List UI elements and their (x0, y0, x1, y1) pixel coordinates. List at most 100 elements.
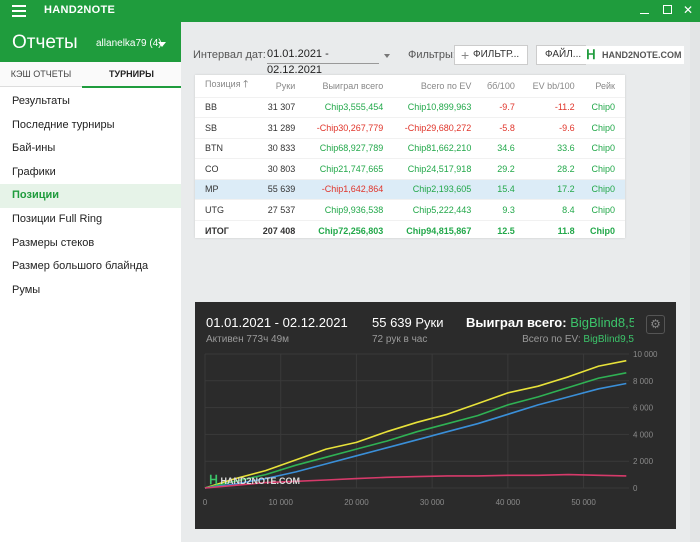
table-cell-evbb100: 11.8 (524, 219, 585, 241)
y-tick-label: 10 000 (633, 350, 658, 359)
table-cell-ev: -Chip29,680,272 (393, 117, 482, 138)
table-row[interactable]: BTN 30 833 Chip68,927,789 Chip81,662,210 34.… (195, 137, 625, 159)
close-icon[interactable]: ✕ (682, 3, 694, 17)
table-cell-hands: 55 639 (256, 178, 306, 200)
app-title: HAND2NOTE (44, 4, 116, 16)
table-cell-rake: Chip0 (584, 219, 625, 241)
account-selector[interactable]: allanelka79 (4) (96, 38, 162, 49)
graph-date-range: 01.01.2021 - 02.12.2021 (206, 315, 348, 330)
sidebar-list: Результаты Последние турниры Бай-ины Гра… (0, 90, 181, 302)
table-row[interactable]: ИТОГ 207 408 Chip72,256,803 Chip94,815,867 1… (195, 219, 625, 241)
x-tick-label: 30 000 (420, 498, 445, 507)
table-cell-evbb100: 17.2 (524, 178, 585, 200)
column-header-hands[interactable]: Руки (275, 80, 296, 91)
sidebar-item-recent-tournaments[interactable]: Последние турниры (12, 118, 115, 131)
table-cell-pos: MP (195, 178, 257, 200)
graph-ev-value: BigBlind9,5 (583, 334, 634, 345)
table-cell-hands: 27 537 (256, 199, 306, 220)
column-header-won[interactable]: Выиграл всего (322, 80, 384, 91)
menu-icon[interactable] (12, 5, 26, 17)
table-row[interactable]: MP 55 639 -Chip1,642,864 Chip2,193,605 15.4 1… (195, 178, 625, 200)
series-line-1 (204, 372, 627, 489)
add-filter-label: ФИЛЬТР... (473, 49, 520, 60)
table-cell-ev: Chip24,517,918 (393, 158, 482, 179)
table-cell-bb100: 9.3 (481, 199, 525, 220)
table-cell-bb100: 29.2 (481, 158, 525, 179)
sidebar-header: Отчеты allanelka79 (4) (0, 22, 181, 62)
table-cell-won: Chip68,927,789 (305, 137, 394, 159)
table-cell-rake: Chip0 (584, 199, 625, 220)
tab-cash-reports[interactable]: КЭШ ОТЧЕТЫ (10, 69, 72, 79)
column-header-position-label: Позиция (205, 79, 241, 90)
report-tabs: КЭШ ОТЧЕТЫ ТУРНИРЫ (0, 62, 181, 88)
series-line-0 (204, 359, 627, 489)
sidebar-item-graphs[interactable]: Графики (12, 165, 56, 178)
table-cell-ev: Chip81,662,210 (393, 137, 482, 159)
table-row[interactable]: UTG 27 537 Chip9,936,538 Chip5,222,443 9.3 8.… (195, 199, 625, 220)
x-tick-label: 10 000 (268, 498, 293, 507)
table-cell-evbb100: 33.6 (524, 137, 585, 159)
maximize-icon[interactable] (661, 3, 675, 17)
graph-won-value: BigBlind8,56 (570, 315, 634, 330)
table-header-row: Позиция 🡑 Руки Выиграл всего Всего по EV… (195, 75, 625, 97)
table-cell-evbb100: -9.6 (524, 117, 585, 138)
table-cell-pos: SB (195, 117, 257, 138)
interval-label: Интервал дат: (193, 49, 266, 61)
sidebar-item-rooms[interactable]: Румы (12, 283, 41, 296)
add-filter-button[interactable]: + ФИЛЬТР... (454, 45, 528, 65)
table-row[interactable]: SB 31 289 -Chip30,267,779 -Chip29,680,272 -5… (195, 117, 625, 138)
hand2note-logo: ᕼ HAND2NOTE.COM (584, 46, 684, 64)
graph-hands: 55 639 Руки (372, 315, 444, 330)
file-button[interactable]: ФАЙЛ... (536, 45, 586, 65)
x-tick-label: 40 000 (496, 498, 521, 507)
date-range-input[interactable]: 01.01.2021 - 02.12.2021 (267, 46, 379, 76)
table-cell-won: Chip72,256,803 (305, 219, 394, 241)
table-cell-rake: Chip0 (584, 96, 625, 118)
table-cell-bb100: -9.7 (481, 96, 525, 118)
positions-table-card: Позиция 🡑 Руки Выиграл всего Всего по EV… (195, 75, 625, 241)
filters-label: Фильтры: (408, 49, 456, 61)
table-cell-ev: Chip5,222,443 (393, 199, 482, 220)
table-cell-pos: ИТОГ (195, 219, 257, 241)
table-row[interactable]: BB 31 307 Chip3,555,454 Chip10,899,963 -9.7-… (195, 96, 625, 118)
x-tick-label: 50 000 (571, 498, 596, 507)
sidebar-item-positions[interactable]: Позиции (0, 184, 181, 208)
graph-won-label: Выиграл всего: (466, 315, 567, 330)
table-cell-ev: Chip94,815,867 (393, 219, 482, 241)
graph-hands-per-hour: 72 рук в час (372, 334, 428, 345)
chevron-down-icon[interactable] (158, 42, 166, 47)
sidebar-item-results[interactable]: Результаты (12, 95, 70, 107)
sidebar-item-big-blind-size[interactable]: Размер большого блайнда (12, 260, 149, 273)
table-cell-ev: Chip10,899,963 (393, 96, 482, 118)
x-tick-label: 20 000 (344, 498, 369, 507)
table-cell-won: Chip9,936,538 (305, 199, 394, 220)
column-header-rake[interactable]: Рейк (595, 80, 615, 91)
tab-tournaments[interactable]: ТУРНИРЫ (82, 62, 181, 88)
table-cell-evbb100: 28.2 (524, 158, 585, 179)
title-bar: HAND2NOTE ✕ (0, 0, 700, 22)
chevron-down-icon[interactable] (384, 54, 390, 58)
table-cell-won: -Chip1,642,864 (305, 178, 394, 200)
sidebar-item-stack-sizes[interactable]: Размеры стеков (12, 236, 95, 249)
graph-ev-label: Всего по EV: (522, 334, 581, 345)
table-cell-hands: 30 833 (256, 137, 306, 159)
gear-icon[interactable]: ⚙ (646, 315, 665, 334)
column-header-ev-bb100[interactable]: EV bb/100 (532, 80, 575, 91)
table-cell-hands: 31 289 (256, 117, 306, 138)
y-tick-label: 0 (633, 484, 638, 493)
sidebar-item-buyins[interactable]: Бай-ины (12, 142, 56, 155)
table-row[interactable]: CO 30 803 Chip21,747,665 Chip24,517,918 29.2… (195, 158, 625, 179)
column-header-position[interactable]: Позиция 🡑 (195, 75, 256, 97)
sidebar-item-positions-full-ring[interactable]: Позиции Full Ring (12, 212, 103, 225)
column-header-ev[interactable]: Всего по EV (420, 80, 472, 91)
results-graph-panel: 10 000 8 000 6 000 4 000 2 000 0 0 10 000 20 000… (195, 302, 676, 529)
graph-watermark-logo: ᕼ HAND2NOTE.COM (209, 473, 300, 487)
plus-icon: + (461, 47, 470, 63)
table-cell-won: -Chip30,267,779 (305, 117, 394, 138)
minimize-icon[interactable] (638, 3, 652, 17)
logo-icon: ᕼ (586, 47, 596, 62)
column-header-bb100[interactable]: бб/100 (487, 80, 515, 91)
table-cell-ev: Chip2,193,605 (393, 178, 482, 200)
table-cell-evbb100: -11.2 (524, 96, 585, 118)
table-cell-hands: 31 307 (256, 96, 306, 118)
